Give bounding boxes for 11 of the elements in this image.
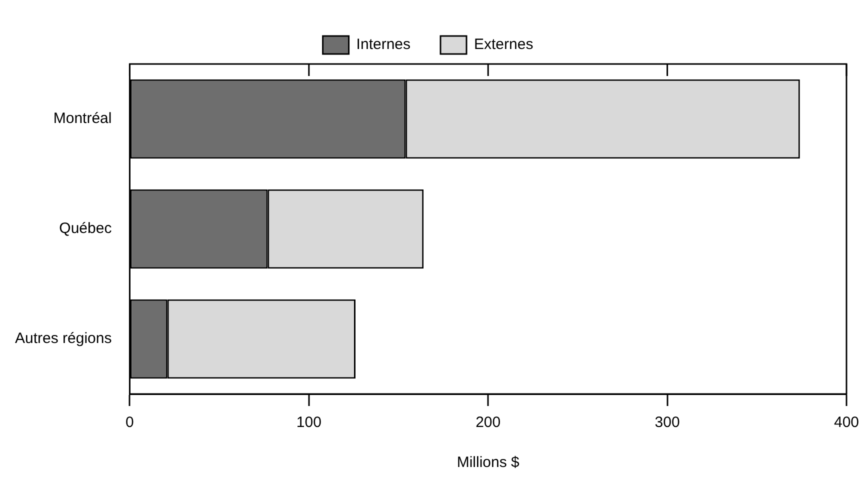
x-tick-label: 200 [476,414,501,432]
y-tick-label: Montréal [53,110,112,128]
x-axis-title: Millions $ [456,454,520,472]
y-tick-label: Québec [59,220,112,238]
x-tick-label: 300 [654,414,680,432]
x-tick-label: 0 [126,414,134,432]
x-tick-label: 400 [834,414,859,432]
legend-label: Internes [356,36,411,54]
x-tick-label: 100 [296,414,322,432]
legend-label: Externes [474,36,534,54]
y-tick-label: Autres régions [15,330,112,348]
